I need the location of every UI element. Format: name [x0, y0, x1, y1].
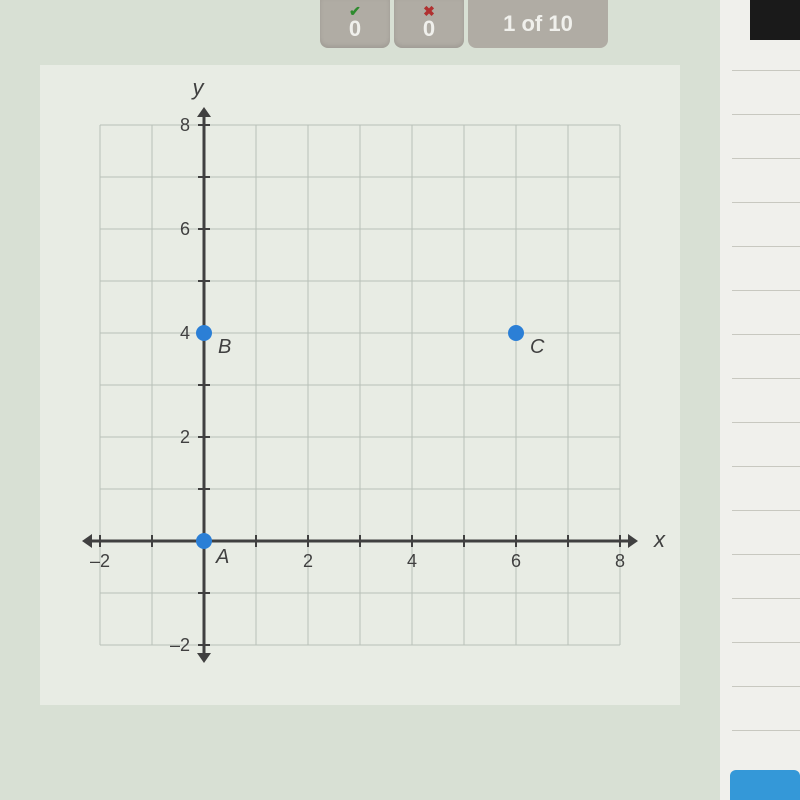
svg-text:–2: –2: [170, 635, 190, 655]
svg-text:4: 4: [407, 551, 417, 571]
x-icon: ✖: [423, 6, 435, 16]
dark-block: [750, 0, 800, 40]
question-progress: 1 of 10: [468, 0, 608, 48]
coordinate-graph: –2 2 4 6 8 –2 2 4 6 8 x y A B C: [40, 65, 680, 705]
svg-text:2: 2: [303, 551, 313, 571]
correct-score-box: ✔ 0: [320, 0, 390, 48]
svg-text:8: 8: [615, 551, 625, 571]
wrong-count: 0: [423, 16, 435, 42]
score-bar: ✔ 0 ✖ 0 1 of 10: [320, 0, 608, 48]
svg-text:8: 8: [180, 115, 190, 135]
svg-text:4: 4: [180, 323, 190, 343]
right-sidebar: [720, 0, 800, 800]
svg-text:–2: –2: [90, 551, 110, 571]
svg-text:6: 6: [511, 551, 521, 571]
svg-text:C: C: [530, 336, 545, 358]
check-icon: ✔: [349, 6, 361, 16]
progress-label: 1 of 10: [503, 11, 573, 37]
svg-text:y: y: [191, 75, 206, 100]
svg-text:x: x: [653, 527, 666, 552]
svg-text:B: B: [218, 336, 231, 358]
main-area: ✔ 0 ✖ 0 1 of 10 –2 2 4 6 8 –2 2 4 6 8 x y A B C: [0, 0, 720, 800]
correct-count: 0: [349, 16, 361, 42]
svg-text:6: 6: [180, 219, 190, 239]
svg-text:2: 2: [180, 427, 190, 447]
blue-tab[interactable]: [730, 770, 800, 800]
svg-text:A: A: [215, 546, 229, 568]
graph-panel: –2 2 4 6 8 –2 2 4 6 8 x y A B C: [40, 65, 680, 705]
wrong-score-box: ✖ 0: [394, 0, 464, 48]
